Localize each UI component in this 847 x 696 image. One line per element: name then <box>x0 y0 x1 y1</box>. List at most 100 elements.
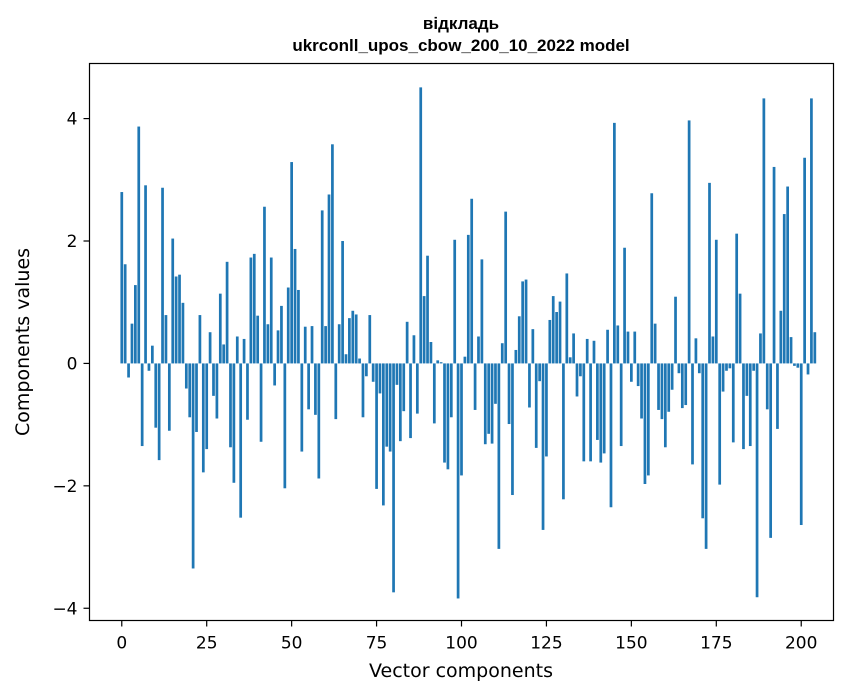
bar <box>714 239 718 364</box>
bar <box>803 157 806 364</box>
bar <box>762 98 766 364</box>
bar <box>191 363 195 569</box>
bar <box>167 363 171 431</box>
bar <box>711 336 715 364</box>
y-axis-ticks: −4 −2 0 2 4 <box>52 110 90 619</box>
bar <box>157 363 161 461</box>
bar <box>776 363 779 429</box>
bar <box>691 363 694 465</box>
bar <box>541 363 545 530</box>
bar <box>269 257 273 364</box>
bar <box>198 315 202 364</box>
bar <box>382 363 385 506</box>
bar <box>212 363 215 396</box>
bar <box>630 363 633 382</box>
bar <box>759 333 762 364</box>
bar <box>636 363 640 387</box>
bar <box>646 363 650 476</box>
bar <box>134 285 137 364</box>
bar <box>545 363 548 457</box>
bar <box>606 329 609 364</box>
bar <box>640 363 643 419</box>
bar <box>633 331 637 364</box>
bar <box>650 193 654 364</box>
bar <box>130 323 134 364</box>
bar <box>670 363 674 390</box>
bar <box>348 318 351 364</box>
bar <box>531 329 535 364</box>
bar <box>188 363 192 418</box>
bar <box>616 325 620 364</box>
bar <box>385 363 389 447</box>
bar <box>538 363 541 382</box>
bar <box>150 345 154 364</box>
bar <box>181 302 185 364</box>
bar <box>494 363 497 404</box>
bar <box>184 363 188 389</box>
bar <box>480 259 484 364</box>
bar <box>599 363 603 463</box>
bar <box>314 363 317 415</box>
bar <box>704 363 708 549</box>
bar <box>657 363 660 410</box>
bar <box>660 363 664 420</box>
bar <box>551 296 555 364</box>
bar <box>426 255 429 364</box>
bar <box>514 349 518 364</box>
bar <box>555 312 558 364</box>
bar <box>140 363 144 447</box>
bar <box>728 363 732 369</box>
bar <box>398 363 402 442</box>
bar <box>307 363 310 410</box>
bar <box>684 363 688 406</box>
bar <box>365 363 368 377</box>
bar <box>297 289 300 364</box>
bar <box>317 363 321 479</box>
bar <box>813 332 817 364</box>
bar <box>235 336 239 364</box>
bar <box>572 333 575 364</box>
bar <box>477 336 480 364</box>
x-tick-label: 175 <box>700 634 732 654</box>
bar <box>470 198 474 364</box>
bar <box>677 363 681 374</box>
bar <box>344 354 348 364</box>
bar <box>218 293 222 364</box>
bar <box>154 363 158 428</box>
bar <box>337 324 341 364</box>
bar <box>721 363 725 392</box>
bar <box>528 363 531 408</box>
x-axis-label: Vector components <box>369 660 553 682</box>
bar <box>796 363 800 368</box>
bar <box>789 337 793 364</box>
y-tick-label: 4 <box>67 110 78 130</box>
bar <box>327 194 331 364</box>
bar <box>742 363 745 450</box>
chart-title-line1: відкладь <box>423 14 499 33</box>
bar <box>708 182 711 364</box>
bar <box>755 363 759 598</box>
bar <box>466 234 470 364</box>
x-tick-label: 0 <box>116 634 127 654</box>
bar <box>392 363 395 593</box>
bar <box>378 363 382 394</box>
x-tick-label: 125 <box>530 634 562 654</box>
bar <box>524 279 528 364</box>
bar <box>487 363 491 434</box>
bar <box>283 363 287 489</box>
bar <box>731 363 735 443</box>
bar <box>249 257 253 364</box>
bar <box>752 363 756 371</box>
x-tick-label: 50 <box>281 634 303 654</box>
bar <box>463 356 467 364</box>
bar <box>786 186 789 364</box>
bar <box>232 363 236 483</box>
bar <box>483 363 487 445</box>
bar <box>331 144 334 364</box>
bar <box>456 363 460 599</box>
bar <box>745 363 749 396</box>
bar <box>446 363 450 470</box>
bar <box>497 363 501 549</box>
bar <box>609 363 613 508</box>
